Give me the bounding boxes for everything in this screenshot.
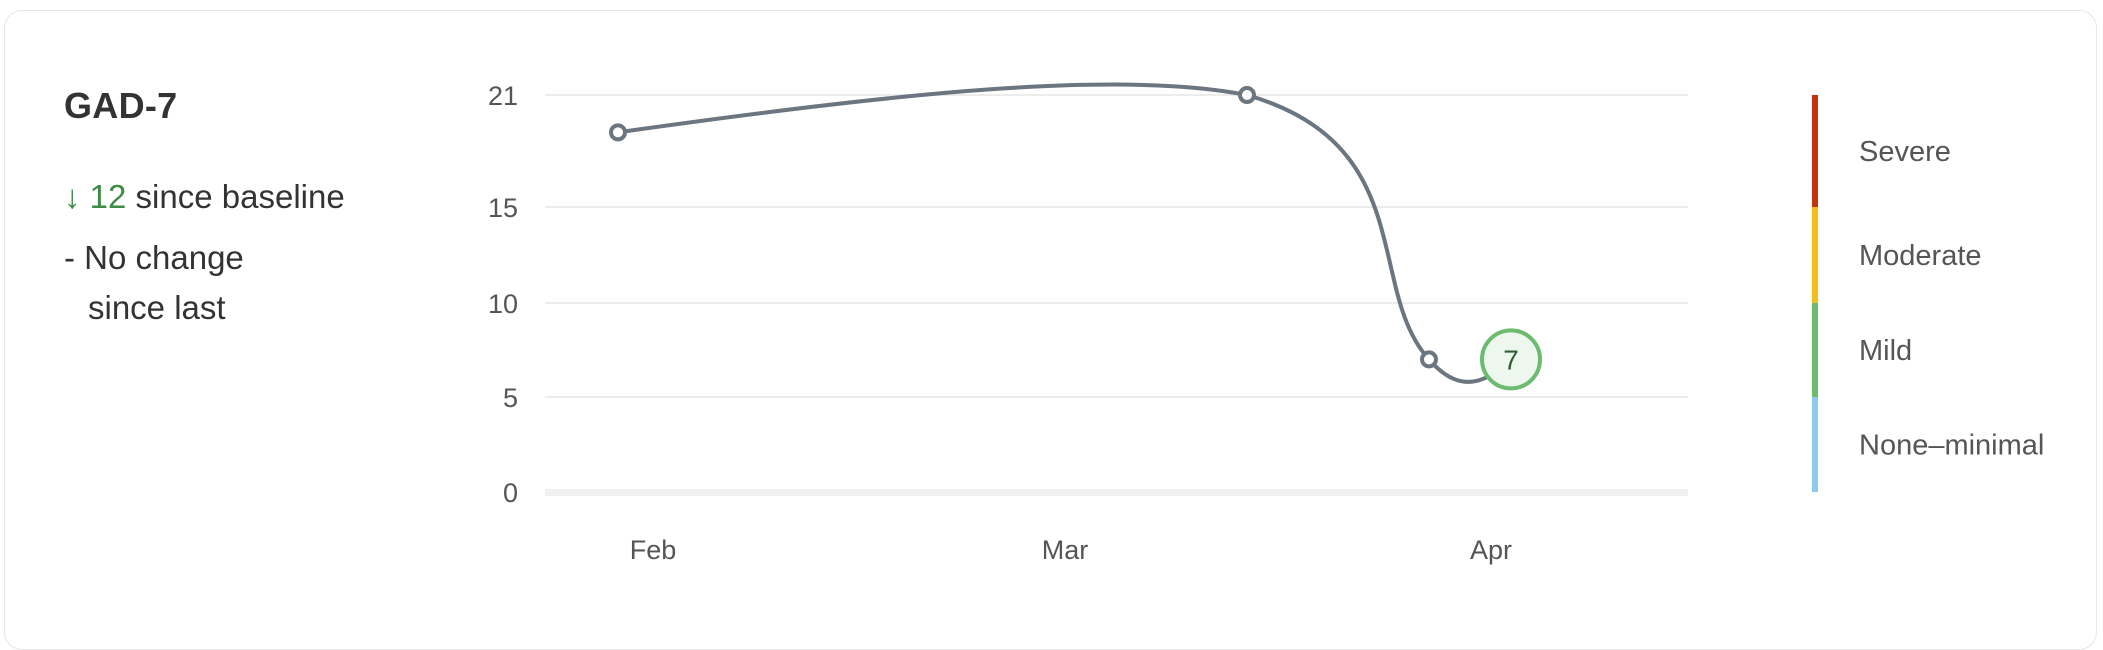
y-tick-label: 0	[503, 478, 518, 508]
line-chart: 0 5 10 15 21 Feb Mar Apr 7 Severe Moderate Mild None…	[488, 81, 2044, 565]
x-tick-label-apr: Apr	[1470, 535, 1512, 565]
data-point	[1420, 350, 1438, 369]
severity-band-mild	[1812, 303, 1818, 397]
severity-band-severe	[1812, 95, 1818, 207]
latest-point-label: 7	[1503, 344, 1519, 375]
y-tick-label: 15	[488, 193, 518, 223]
x-tick-label-mar: Mar	[1042, 535, 1089, 565]
severity-band-severe-label: Severe	[1859, 136, 1951, 168]
severity-band-none-minimal-label: None–minimal	[1859, 430, 2044, 462]
latest-point-marker	[1480, 328, 1542, 391]
last-change-line1: - No change	[64, 239, 244, 276]
y-tick-label: 21	[488, 81, 518, 111]
down-arrow-icon: ↓	[64, 178, 81, 215]
baseline-change: ↓ 12 since baseline	[64, 177, 345, 217]
card-title: GAD-7	[64, 85, 178, 126]
gad7-card	[4, 10, 2097, 650]
baseline-band	[545, 489, 1688, 496]
severity-band-none-minimal	[1812, 397, 1818, 492]
data-point	[609, 123, 627, 142]
change-text: since baseline	[126, 178, 345, 215]
y-tick-label: 10	[488, 289, 518, 319]
data-point	[1238, 86, 1256, 104]
series-line	[616, 82, 1513, 384]
last-change-line2: since last	[88, 289, 226, 326]
severity-band-moderate	[1812, 207, 1818, 303]
y-tick-label: 5	[503, 383, 518, 413]
x-tick-label-feb: Feb	[630, 535, 677, 565]
severity-band-mild-label: Mild	[1859, 335, 1912, 367]
change-value: 12	[89, 178, 127, 215]
severity-band-moderate-label: Moderate	[1859, 240, 1982, 272]
